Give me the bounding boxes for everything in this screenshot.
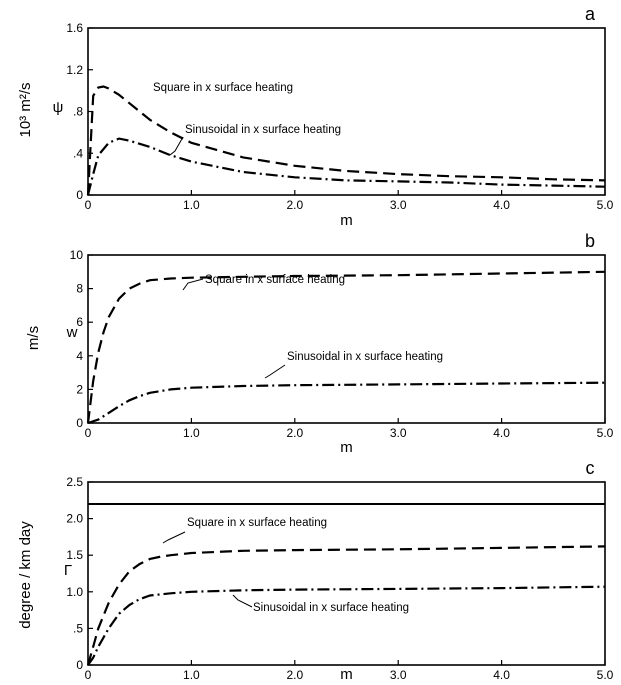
plot-frame-a: [87, 27, 606, 196]
x-tick-label: 5.0: [597, 198, 614, 212]
annotation-leader: [264, 364, 286, 379]
y-axis-units-label: m/s: [25, 326, 42, 350]
y-tick-label: 10: [70, 248, 84, 262]
y-tick-label: 4: [76, 349, 83, 363]
x-tick-label: 2.0: [286, 668, 303, 682]
y-tick-label: 8: [76, 282, 83, 296]
x-tick-label: 4.0: [493, 668, 510, 682]
y-tick-label: .4: [73, 146, 83, 160]
y-tick-label: 1.0: [66, 585, 83, 599]
x-tick-label: 4.0: [493, 198, 510, 212]
y-tick-label: 1.5: [66, 548, 83, 562]
y-tick-label: .8: [73, 105, 83, 119]
annotation-leader: [182, 278, 204, 291]
y-tick-label: 1.2: [66, 63, 83, 77]
annotation-label: Sinusoidal in x surface heating: [185, 124, 341, 136]
panel-letter-b: b: [585, 231, 595, 251]
y-axis-units-label: degree / km day: [17, 521, 34, 629]
annotation-leader: [162, 531, 186, 544]
x-tick-label: 0: [85, 198, 92, 212]
y-tick-label: 0: [76, 416, 83, 430]
annotation-leader: [169, 136, 184, 156]
x-axis-label: m: [340, 439, 353, 456]
y-tick-label: .5: [73, 621, 83, 635]
series-line-dashed: [86, 85, 606, 196]
y-axis-units-label: 10³ m²/s: [17, 82, 34, 137]
plot-frame-b: [87, 254, 606, 424]
x-tick-label: 2.0: [286, 198, 303, 212]
annotation-label: Square in x surface heating: [205, 274, 345, 286]
x-tick-label: 0: [85, 668, 92, 682]
panel-letter-a: a: [585, 4, 596, 24]
y-axis-symbol: ψ: [53, 99, 64, 116]
x-tick-label: 1.0: [183, 198, 200, 212]
x-axis-label: m: [340, 666, 353, 683]
y-axis-symbol: Γ: [64, 562, 72, 579]
series-line-dashdot: [87, 585, 606, 666]
x-tick-label: 1.0: [183, 426, 200, 440]
y-tick-label: 0: [76, 188, 83, 202]
series-line-dashed: [86, 270, 606, 424]
x-axis-label: m: [340, 212, 353, 229]
series-line-dashed: [86, 545, 606, 666]
y-tick-label: 0: [76, 658, 83, 672]
y-axis-symbol: w: [66, 324, 78, 341]
annotation-label: Square in x surface heating: [187, 517, 327, 529]
x-tick-label: 3.0: [390, 668, 407, 682]
x-tick-label: 2.0: [286, 426, 303, 440]
series-line-dashdot: [86, 137, 606, 196]
x-tick-label: 3.0: [390, 198, 407, 212]
annotation-leader: [232, 594, 253, 608]
series-line-dashdot: [87, 381, 606, 425]
x-tick-label: 0: [85, 426, 92, 440]
panel-letter-c: c: [586, 458, 595, 478]
y-tick-label: 2.0: [66, 512, 83, 526]
plot-frame-c: [87, 481, 606, 666]
y-tick-label: 6: [76, 315, 83, 329]
annotation-label: Sinusoidal in x surface heating: [253, 602, 409, 614]
x-tick-label: 1.0: [183, 668, 200, 682]
annotation-label: Sinusoidal in x surface heating: [287, 351, 443, 363]
x-tick-label: 4.0: [493, 426, 510, 440]
y-tick-label: 2: [76, 382, 83, 396]
x-tick-label: 3.0: [390, 426, 407, 440]
y-tick-label: 2.5: [66, 475, 83, 489]
y-tick-label: 1.6: [66, 21, 83, 35]
annotation-label: Square in x surface heating: [153, 82, 293, 94]
x-tick-label: 5.0: [597, 426, 614, 440]
x-tick-label: 5.0: [597, 668, 614, 682]
